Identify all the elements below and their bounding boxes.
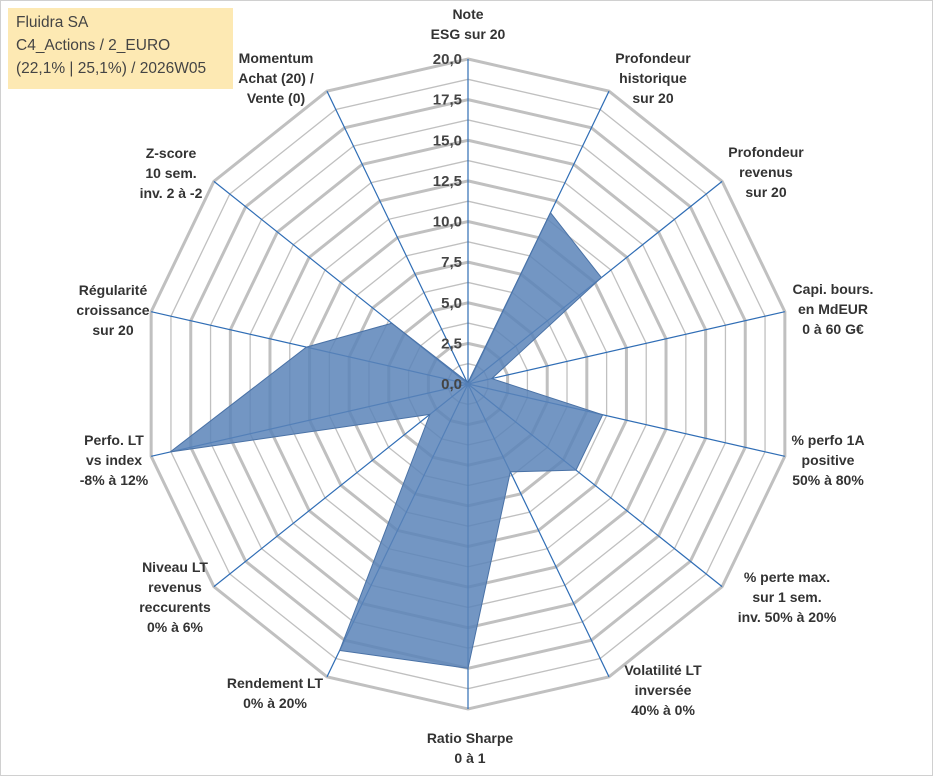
axis-label-line: % perfo 1A	[791, 432, 864, 448]
axis-label: Niveau LT revenus reccurents 0% à 6%	[139, 559, 211, 635]
axis-label-line: Perfo. LT	[84, 432, 144, 448]
axis-label-line: Ratio Sharpe	[427, 730, 514, 746]
tick-layer: 0,0 2,5 5,0 7,5 10,0 12,5 15,0 17,5 20,0	[433, 51, 462, 393]
axis-label-line: % perte max.	[744, 569, 830, 585]
axis-label: Capi. bours. en MdEUR 0 à 60 G€	[793, 281, 874, 337]
category-label: C4_Actions / 2_EURO	[16, 37, 171, 54]
axis-label-line: croissance	[76, 302, 149, 318]
axis-label-line: 10 sem.	[145, 165, 196, 181]
axis-label: Profondeur historique sur 20	[615, 50, 691, 106]
info-box: Fluidra SA C4_Actions / 2_EURO (22,1% | …	[8, 8, 233, 89]
axis-label: Perfo. LT vs index -8% à 12%	[80, 432, 149, 488]
axis-label-line: 40% à 0%	[631, 702, 695, 718]
axis-label-line: Capi. bours.	[793, 281, 874, 297]
tick-label: 15,0	[433, 132, 462, 149]
axis-label: Z-score 10 sem. inv. 2 à -2	[140, 145, 203, 201]
axis-label-line: Volatilité LT	[624, 662, 702, 678]
tick-label: 0,0	[441, 376, 462, 393]
axis-label-line: 0 à 1	[454, 750, 485, 766]
axis-label: Momentum Achat (20) / Vente (0)	[238, 50, 314, 106]
series-area	[168, 211, 604, 669]
axis-label: Rendement LT 0% à 20%	[227, 675, 324, 711]
tick-label: 20,0	[433, 51, 462, 68]
axis-spoke	[467, 311, 785, 385]
axis-label-line: Note	[452, 6, 483, 22]
axis-spoke	[213, 383, 469, 588]
axis-label-line: revenus	[739, 164, 793, 180]
tick-label: 10,0	[433, 214, 462, 231]
axis-label: Profondeur revenus sur 20	[728, 144, 804, 200]
axis-label-line: revenus	[148, 579, 202, 595]
tick-label: 17,5	[433, 92, 462, 109]
axis-label-line: -8% à 12%	[80, 472, 149, 488]
label-layer: Note ESG sur 20 Profondeur historique sur 20…	[76, 6, 873, 766]
axis-label: Note ESG sur 20	[431, 6, 506, 42]
axis-label-line: Achat (20) /	[238, 70, 314, 86]
axis-label-line: vs index	[86, 452, 142, 468]
axis-label-line: Profondeur	[615, 50, 691, 66]
axis-label: Régularité croissance sur 20	[76, 282, 149, 338]
axis-label: % perte max. sur 1 sem. inv. 50% à 20%	[738, 569, 837, 625]
axis-label-line: inv. 2 à -2	[140, 185, 203, 201]
axis-label-line: ESG sur 20	[431, 26, 506, 42]
tick-label: 2,5	[441, 335, 462, 352]
axis-label-line: Z-score	[146, 145, 197, 161]
axis-label-line: historique	[619, 70, 687, 86]
series-layer	[168, 211, 604, 669]
tick-label: 5,0	[441, 295, 462, 312]
axis-label-line: Rendement LT	[227, 675, 324, 691]
axis-label: % perfo 1A positive 50% à 80%	[791, 432, 864, 488]
axis-label-line: inversée	[635, 682, 692, 698]
tick-label: 7,5	[441, 254, 462, 271]
axis-label-line: 50% à 80%	[792, 472, 864, 488]
axis-label-line: en MdEUR	[798, 301, 868, 317]
axis-label-line: sur 20	[745, 184, 786, 200]
tick-label: 12,5	[433, 173, 462, 190]
stats-label: (22,1% | 25,1%) / 2026W05	[16, 60, 207, 77]
axis-label: Ratio Sharpe 0 à 1	[427, 730, 514, 766]
axis-label-line: 0 à 60 G€	[802, 321, 864, 337]
axis-label-line: 0% à 6%	[147, 619, 204, 635]
axis-label-line: Régularité	[79, 282, 148, 298]
axis-label-line: Momentum	[239, 50, 314, 66]
company-name: Fluidra SA	[16, 14, 89, 31]
axis-label-line: Niveau LT	[142, 559, 208, 575]
axis-label-line: reccurents	[139, 599, 211, 615]
axis-label-line: Vente (0)	[247, 90, 305, 106]
axis-label-line: sur 20	[632, 90, 673, 106]
axis-label-line: positive	[802, 452, 855, 468]
axis-spoke	[326, 90, 469, 385]
axis-label-line: Profondeur	[728, 144, 804, 160]
axis-label-line: sur 1 sem.	[752, 589, 821, 605]
axis-label-line: inv. 50% à 20%	[738, 609, 837, 625]
axis-label-line: sur 20	[92, 322, 133, 338]
axis-label: Volatilité LT inversée 40% à 0%	[624, 662, 702, 718]
axis-label-line: 0% à 20%	[243, 695, 307, 711]
